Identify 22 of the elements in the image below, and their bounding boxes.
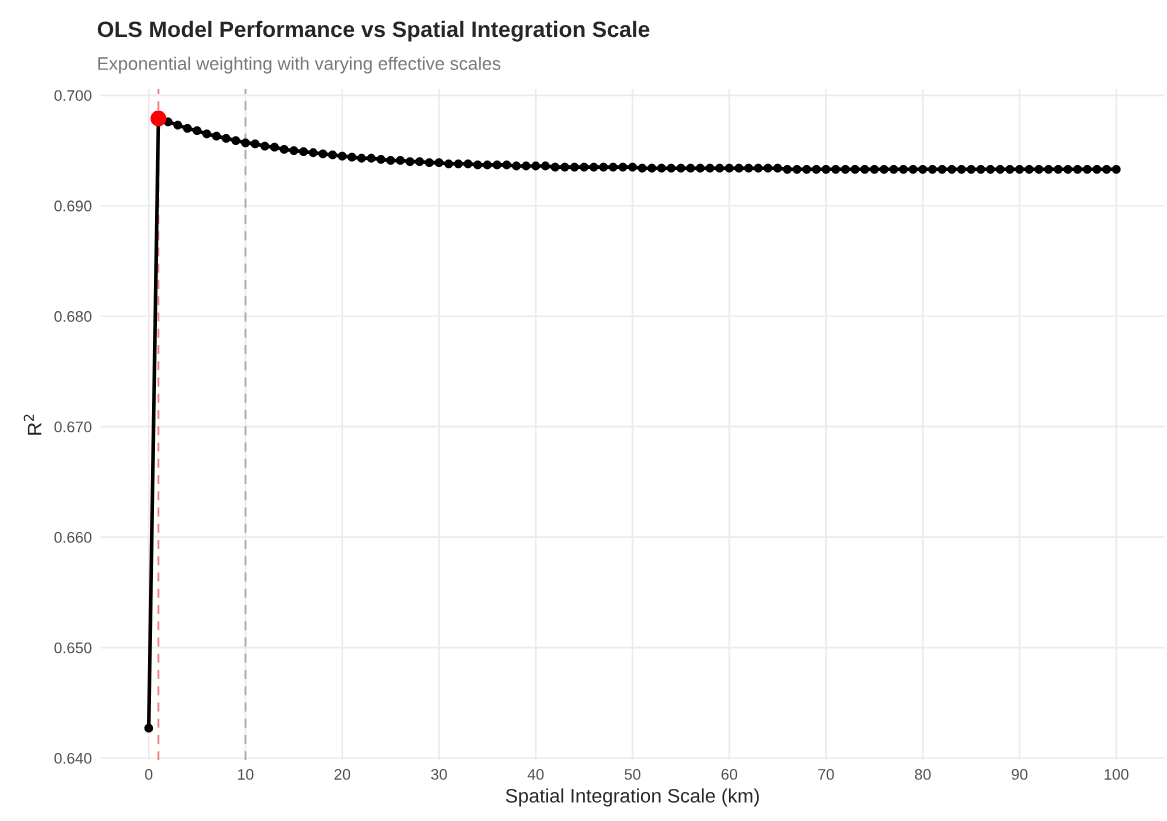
- x-tick-label: 100: [1104, 768, 1129, 780]
- y-tick-label: 0.670: [54, 421, 92, 433]
- y-tick-label: 0.700: [54, 90, 92, 101]
- y-tick-label: 0.640: [54, 752, 92, 764]
- x-tick-label: 70: [818, 768, 834, 780]
- x-tick-label: 90: [1011, 768, 1028, 780]
- x-tick-label: 80: [914, 768, 931, 780]
- x-tick-label: 20: [334, 768, 351, 780]
- x-tick-label: 30: [431, 768, 447, 780]
- y-tick-label: 0.690: [54, 200, 92, 212]
- x-tick-label: 40: [527, 768, 544, 780]
- chart-subtitle: Exponential weighting with varying effective scales: [98, 56, 501, 74]
- y-tick-label: 0.650: [54, 642, 92, 654]
- x-tick-label: 60: [721, 768, 738, 780]
- chart-title: OLS Model Performance vs Spatial Integration Scale: [97, 20, 650, 42]
- x-tick-label: 50: [624, 768, 641, 780]
- y-tick-label: 0.680: [54, 311, 92, 322]
- x-axis-title: Spatial Integration Scale (km): [505, 788, 759, 807]
- x-tick-label: 0: [145, 768, 153, 780]
- x-tick-label: 10: [238, 768, 254, 780]
- y-tick-label: 0.660: [54, 531, 92, 543]
- y-axis-title: R$^{2}$: [23, 414, 42, 435]
